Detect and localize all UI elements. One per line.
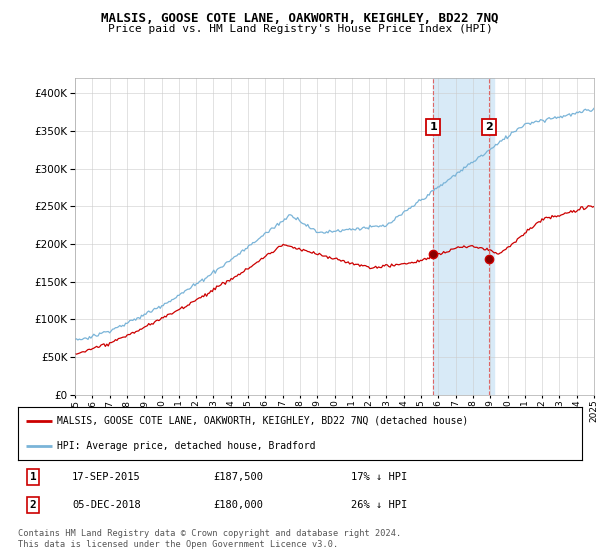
Text: 17-SEP-2015: 17-SEP-2015	[72, 472, 141, 482]
Text: 26% ↓ HPI: 26% ↓ HPI	[351, 500, 407, 510]
Text: MALSIS, GOOSE COTE LANE, OAKWORTH, KEIGHLEY, BD22 7NQ: MALSIS, GOOSE COTE LANE, OAKWORTH, KEIGH…	[101, 12, 499, 25]
Text: £180,000: £180,000	[213, 500, 263, 510]
Text: Price paid vs. HM Land Registry's House Price Index (HPI): Price paid vs. HM Land Registry's House …	[107, 24, 493, 34]
Text: £187,500: £187,500	[213, 472, 263, 482]
Text: 1: 1	[430, 123, 437, 132]
Text: 2: 2	[29, 500, 37, 510]
Text: 2: 2	[485, 123, 493, 132]
Text: 17% ↓ HPI: 17% ↓ HPI	[351, 472, 407, 482]
Text: MALSIS, GOOSE COTE LANE, OAKWORTH, KEIGHLEY, BD22 7NQ (detached house): MALSIS, GOOSE COTE LANE, OAKWORTH, KEIGH…	[58, 416, 469, 426]
Text: HPI: Average price, detached house, Bradford: HPI: Average price, detached house, Brad…	[58, 441, 316, 451]
Bar	[433, 78, 494, 395]
Text: 05-DEC-2018: 05-DEC-2018	[72, 500, 141, 510]
Text: 1: 1	[29, 472, 37, 482]
Text: Contains HM Land Registry data © Crown copyright and database right 2024.
This d: Contains HM Land Registry data © Crown c…	[18, 529, 401, 549]
